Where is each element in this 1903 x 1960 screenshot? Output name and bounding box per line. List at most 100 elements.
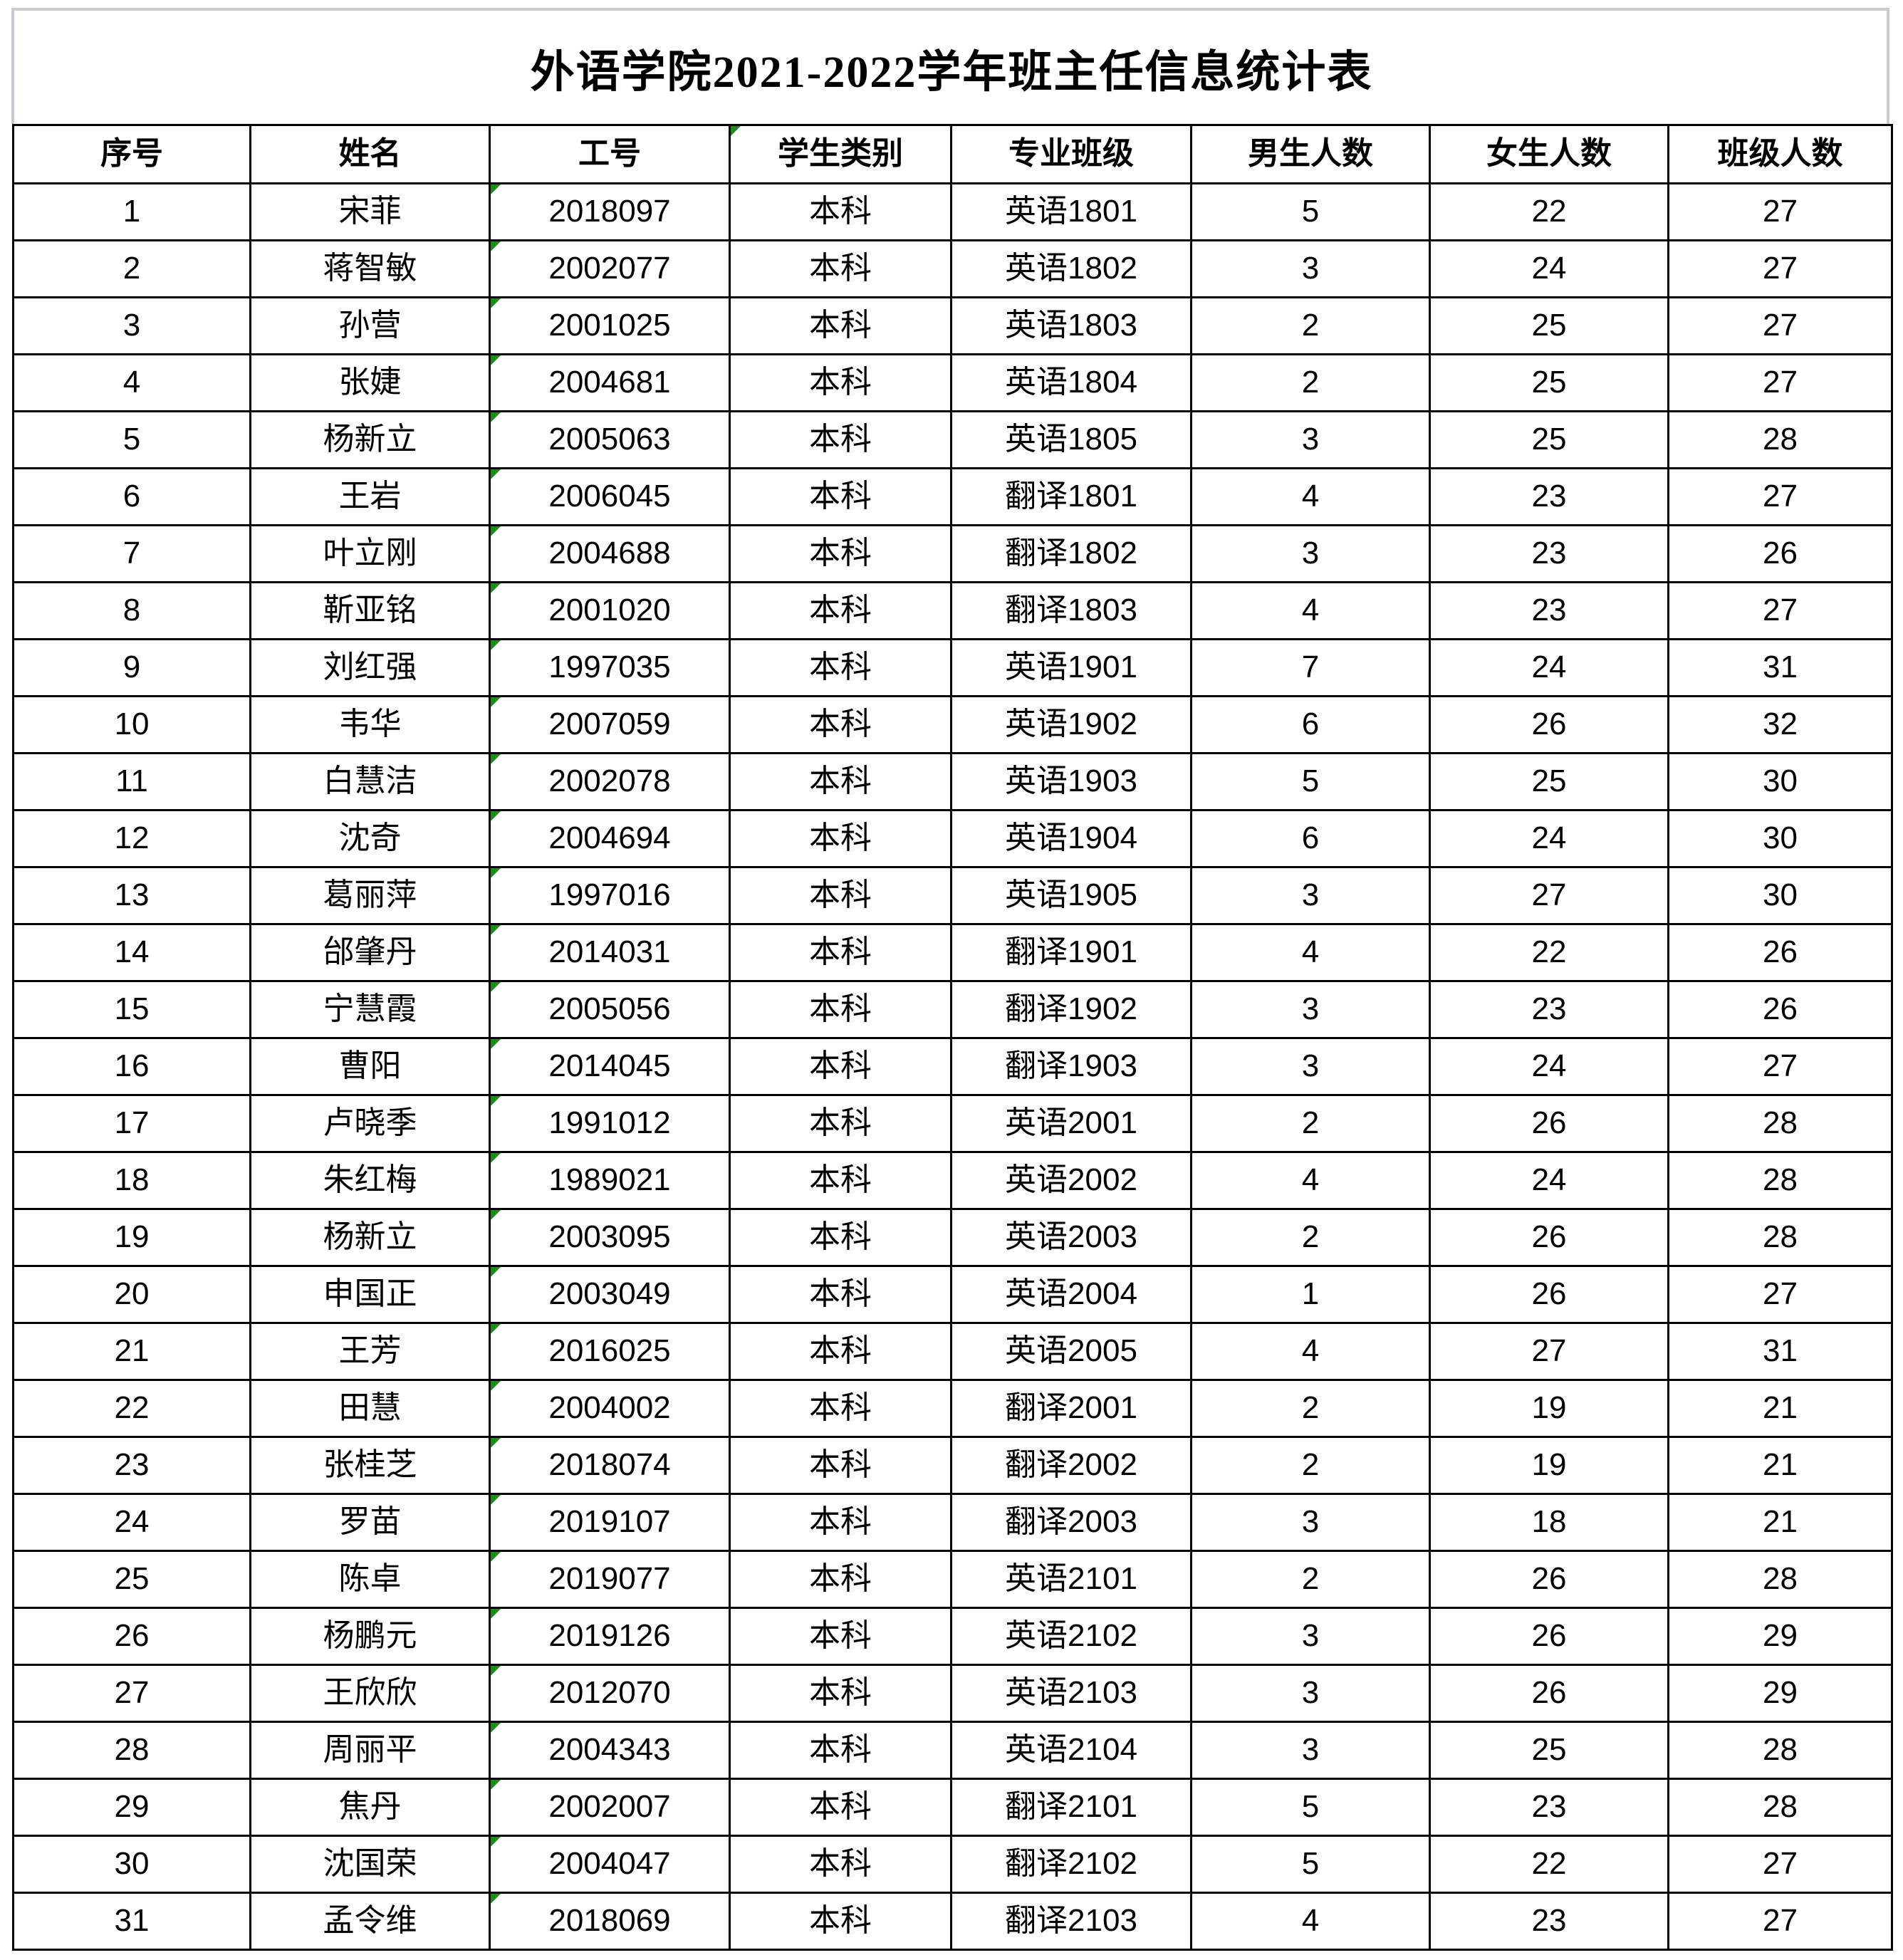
cell-male-count[interactable]: 6 (1190, 809, 1431, 868)
cell-employee-id[interactable]: 2019077 (489, 1550, 731, 1609)
cell-index[interactable]: 7 (12, 524, 251, 583)
cell-student-type[interactable]: 本科 (729, 1037, 952, 1096)
cell-name[interactable]: 白慧洁 (249, 752, 491, 811)
cell-name[interactable]: 沈奇 (249, 809, 491, 868)
cell-male-count[interactable]: 5 (1190, 1835, 1431, 1894)
cell-major-class[interactable]: 翻译1902 (950, 980, 1192, 1039)
cell-female-count[interactable]: 22 (1429, 182, 1669, 241)
cell-student-type[interactable]: 本科 (729, 410, 952, 469)
cell-female-count[interactable]: 23 (1429, 581, 1669, 640)
cell-class-size[interactable]: 27 (1667, 182, 1893, 241)
cell-employee-id[interactable]: 2004688 (489, 524, 731, 583)
cell-male-count[interactable]: 3 (1190, 980, 1431, 1039)
cell-male-count[interactable]: 2 (1190, 1436, 1431, 1495)
cell-male-count[interactable]: 4 (1190, 1892, 1431, 1951)
cell-class-size[interactable]: 31 (1667, 638, 1893, 697)
cell-index[interactable]: 9 (12, 638, 251, 697)
cell-name[interactable]: 孙营 (249, 296, 491, 355)
cell-class-size[interactable]: 27 (1667, 1265, 1893, 1324)
cell-employee-id[interactable]: 2019107 (489, 1493, 731, 1552)
cell-student-type[interactable]: 本科 (729, 1778, 952, 1837)
cell-male-count[interactable]: 7 (1190, 638, 1431, 697)
cell-class-size[interactable]: 28 (1667, 1151, 1893, 1210)
col-header-index[interactable]: 序号 (12, 124, 251, 184)
cell-class-size[interactable]: 28 (1667, 1094, 1893, 1153)
cell-index[interactable]: 26 (12, 1607, 251, 1666)
cell-employee-id[interactable]: 2004002 (489, 1379, 731, 1438)
cell-female-count[interactable]: 25 (1429, 752, 1669, 811)
cell-female-count[interactable]: 26 (1429, 1094, 1669, 1153)
cell-employee-id[interactable]: 2007059 (489, 695, 731, 754)
cell-female-count[interactable]: 24 (1429, 638, 1669, 697)
cell-employee-id[interactable]: 2005056 (489, 980, 731, 1039)
cell-name[interactable]: 葛丽萍 (249, 866, 491, 925)
col-header-female-count[interactable]: 女生人数 (1429, 124, 1669, 184)
cell-major-class[interactable]: 翻译2002 (950, 1436, 1192, 1495)
cell-name[interactable]: 杨新立 (249, 410, 491, 469)
cell-major-class[interactable]: 翻译1801 (950, 467, 1192, 526)
cell-male-count[interactable]: 3 (1190, 239, 1431, 298)
cell-female-count[interactable]: 23 (1429, 467, 1669, 526)
cell-index[interactable]: 15 (12, 980, 251, 1039)
cell-student-type[interactable]: 本科 (729, 1721, 952, 1780)
cell-class-size[interactable]: 27 (1667, 467, 1893, 526)
cell-male-count[interactable]: 4 (1190, 467, 1431, 526)
cell-name[interactable]: 罗苗 (249, 1493, 491, 1552)
cell-female-count[interactable]: 23 (1429, 1892, 1669, 1951)
cell-name[interactable]: 卢晓季 (249, 1094, 491, 1153)
cell-name[interactable]: 张婕 (249, 353, 491, 412)
cell-employee-id[interactable]: 2014031 (489, 923, 731, 982)
cell-male-count[interactable]: 2 (1190, 1094, 1431, 1153)
cell-student-type[interactable]: 本科 (729, 1322, 952, 1381)
cell-class-size[interactable]: 27 (1667, 581, 1893, 640)
cell-index[interactable]: 22 (12, 1379, 251, 1438)
cell-name[interactable]: 刘红强 (249, 638, 491, 697)
cell-student-type[interactable]: 本科 (729, 809, 952, 868)
cell-class-size[interactable]: 28 (1667, 1721, 1893, 1780)
cell-student-type[interactable]: 本科 (729, 182, 952, 241)
cell-female-count[interactable]: 25 (1429, 1721, 1669, 1780)
cell-major-class[interactable]: 翻译2103 (950, 1892, 1192, 1951)
cell-male-count[interactable]: 5 (1190, 182, 1431, 241)
cell-name[interactable]: 田慧 (249, 1379, 491, 1438)
col-header-name[interactable]: 姓名 (249, 124, 491, 184)
cell-male-count[interactable]: 3 (1190, 1607, 1431, 1666)
cell-name[interactable]: 朱红梅 (249, 1151, 491, 1210)
cell-major-class[interactable]: 英语1901 (950, 638, 1192, 697)
cell-student-type[interactable]: 本科 (729, 1094, 952, 1153)
cell-student-type[interactable]: 本科 (729, 1892, 952, 1951)
cell-employee-id[interactable]: 2002007 (489, 1778, 731, 1837)
cell-student-type[interactable]: 本科 (729, 923, 952, 982)
cell-class-size[interactable]: 30 (1667, 809, 1893, 868)
cell-employee-id[interactable]: 1991012 (489, 1094, 731, 1153)
col-header-male-count[interactable]: 男生人数 (1190, 124, 1431, 184)
cell-female-count[interactable]: 22 (1429, 923, 1669, 982)
cell-female-count[interactable]: 23 (1429, 980, 1669, 1039)
cell-class-size[interactable]: 26 (1667, 524, 1893, 583)
cell-class-size[interactable]: 27 (1667, 1892, 1893, 1951)
cell-name[interactable]: 杨鹏元 (249, 1607, 491, 1666)
cell-name[interactable]: 叶立刚 (249, 524, 491, 583)
cell-female-count[interactable]: 26 (1429, 1607, 1669, 1666)
cell-female-count[interactable]: 23 (1429, 524, 1669, 583)
cell-index[interactable]: 18 (12, 1151, 251, 1210)
cell-name[interactable]: 杨新立 (249, 1208, 491, 1267)
cell-female-count[interactable]: 23 (1429, 1778, 1669, 1837)
cell-index[interactable]: 29 (12, 1778, 251, 1837)
cell-name[interactable]: 王芳 (249, 1322, 491, 1381)
cell-class-size[interactable]: 27 (1667, 296, 1893, 355)
cell-major-class[interactable]: 英语1804 (950, 353, 1192, 412)
cell-major-class[interactable]: 翻译1802 (950, 524, 1192, 583)
cell-employee-id[interactable]: 2004047 (489, 1835, 731, 1894)
cell-female-count[interactable]: 25 (1429, 353, 1669, 412)
cell-class-size[interactable]: 32 (1667, 695, 1893, 754)
cell-index[interactable]: 12 (12, 809, 251, 868)
cell-employee-id[interactable]: 2012070 (489, 1664, 731, 1723)
cell-name[interactable]: 张桂芝 (249, 1436, 491, 1495)
col-header-student-type[interactable]: 学生类别 (729, 124, 952, 184)
cell-male-count[interactable]: 3 (1190, 1664, 1431, 1723)
cell-index[interactable]: 23 (12, 1436, 251, 1495)
cell-class-size[interactable]: 27 (1667, 239, 1893, 298)
cell-male-count[interactable]: 5 (1190, 752, 1431, 811)
cell-index[interactable]: 14 (12, 923, 251, 982)
